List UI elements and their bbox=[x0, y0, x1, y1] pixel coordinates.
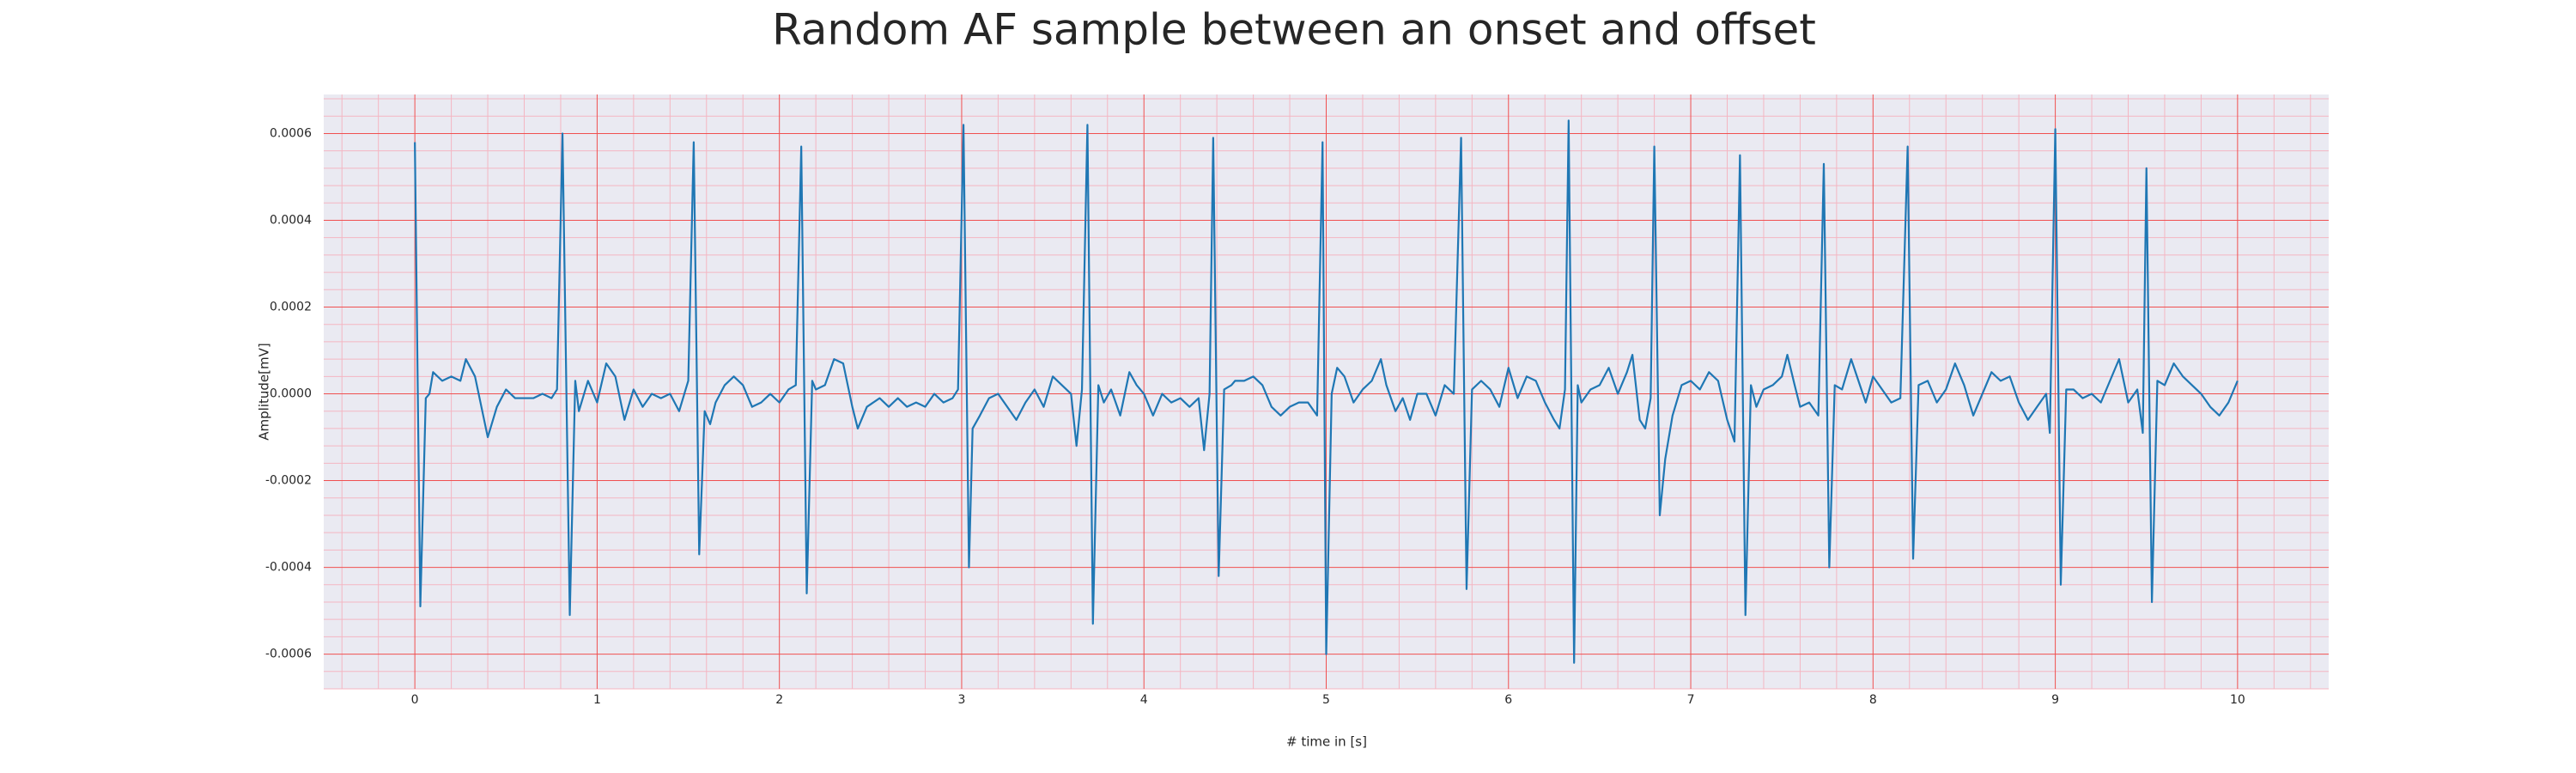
y-tick-label: -0.0002 bbox=[265, 474, 312, 488]
x-tick-label: 0 bbox=[411, 693, 419, 707]
chart-title: Random AF sample between an onset and of… bbox=[772, 5, 1816, 55]
x-axis-label: # time in [s] bbox=[1286, 734, 1367, 750]
x-tick-label: 10 bbox=[2230, 693, 2245, 707]
x-tick-label: 3 bbox=[957, 693, 965, 707]
y-tick-label: 0.0004 bbox=[270, 213, 312, 227]
x-tick-label: 7 bbox=[1687, 693, 1695, 707]
ecg-line bbox=[414, 119, 2239, 664]
x-tick-label: 5 bbox=[1322, 693, 1330, 707]
y-tick-label: 0.0000 bbox=[270, 387, 312, 401]
x-tick-label: 8 bbox=[1869, 693, 1877, 707]
x-tick-label: 4 bbox=[1140, 693, 1148, 707]
x-tick-label: 2 bbox=[775, 693, 783, 707]
x-tick-label: 6 bbox=[1504, 693, 1512, 707]
y-tick-label: 0.0002 bbox=[270, 301, 312, 314]
x-tick-label: 1 bbox=[593, 693, 601, 707]
y-tick-label: -0.0004 bbox=[265, 561, 312, 575]
y-tick-label: 0.0006 bbox=[270, 126, 312, 140]
x-tick-label: 9 bbox=[2051, 693, 2059, 707]
y-axis-label: Amplitude[mV] bbox=[257, 343, 272, 440]
y-tick-label: -0.0006 bbox=[265, 648, 312, 661]
